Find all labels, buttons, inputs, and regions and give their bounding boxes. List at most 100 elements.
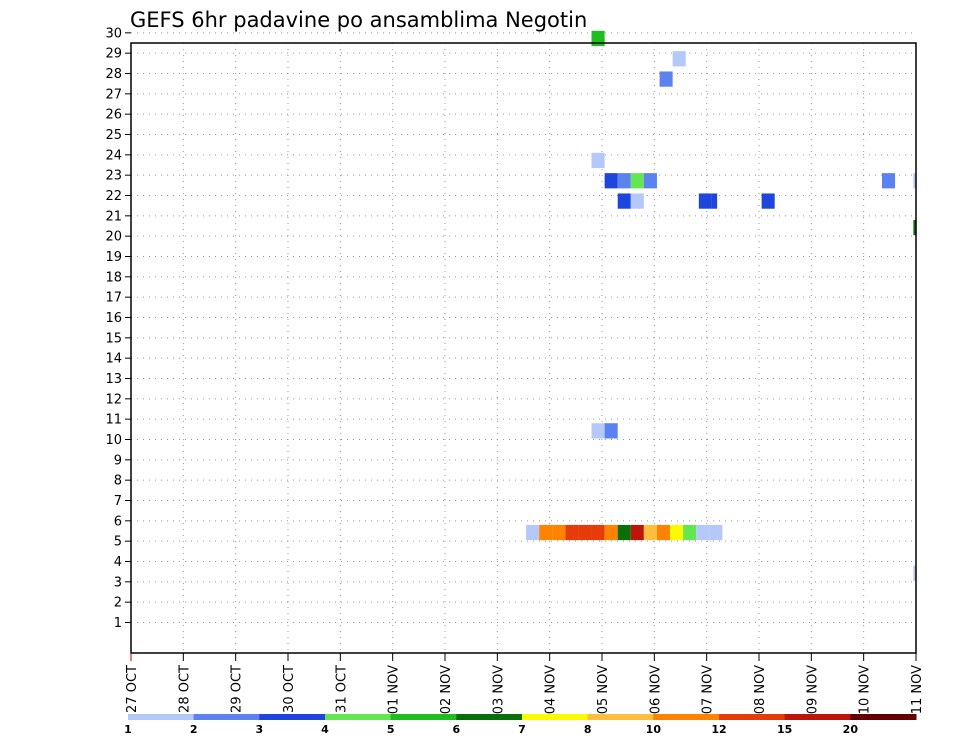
x-tick-label: 02 NOV bbox=[439, 665, 454, 714]
colorbar-label: 10 bbox=[646, 723, 662, 736]
x-tick-label: 10 NOV bbox=[858, 665, 873, 714]
y-tick-label: 9 bbox=[114, 453, 122, 468]
precip-cell bbox=[913, 565, 916, 581]
precip-cell bbox=[881, 173, 896, 189]
x-axis: 27 OCT 28 OCT 29 OCT 30 OCT 31 OCT 01 NOV 02 N… bbox=[125, 653, 925, 714]
y-tick-label: 15 bbox=[105, 331, 122, 346]
x-tick-label: 09 NOV bbox=[805, 665, 820, 714]
y-tick-label: 10 bbox=[105, 433, 122, 448]
y-tick-label: 16 bbox=[105, 311, 122, 326]
y-tick-label: 2 bbox=[114, 596, 122, 611]
x-tick-label: 27 OCT bbox=[125, 665, 140, 713]
colorbar-swatch bbox=[784, 714, 851, 720]
y-tick-label: 22 bbox=[105, 189, 122, 204]
colorbar-label: 6 bbox=[453, 723, 461, 736]
y-tick-label: 20 bbox=[105, 230, 122, 245]
precip-cell bbox=[617, 193, 631, 209]
y-tick-label: 12 bbox=[105, 392, 122, 407]
precipitation-cells bbox=[526, 30, 916, 581]
y-tick-label: 18 bbox=[105, 270, 122, 285]
precip-cell bbox=[672, 51, 686, 67]
colorbar-label: 20 bbox=[843, 723, 859, 736]
colorbar-swatch bbox=[850, 714, 917, 720]
grid-lines bbox=[130, 32, 917, 653]
y-tick-label: 26 bbox=[105, 108, 122, 123]
y-tick-label: 29 bbox=[105, 47, 122, 62]
y-tick-label: 23 bbox=[105, 169, 122, 184]
x-tick-label: 31 OCT bbox=[334, 665, 349, 713]
precip-cell bbox=[659, 71, 673, 87]
x-tick-label: 06 NOV bbox=[648, 665, 663, 714]
precip-cell bbox=[709, 524, 723, 541]
colorbar-label: 12 bbox=[711, 723, 726, 736]
precip-cell bbox=[539, 524, 553, 541]
x-tick-label: 30 OCT bbox=[282, 665, 297, 713]
colorbar-swatch bbox=[456, 714, 523, 720]
x-tick-label: 04 NOV bbox=[544, 665, 559, 714]
y-tick-label: 30 bbox=[105, 26, 122, 41]
colorbar-label: 15 bbox=[777, 723, 792, 736]
colorbar-label: 3 bbox=[256, 723, 264, 736]
precip-cell bbox=[526, 524, 540, 541]
precip-cell bbox=[643, 524, 657, 541]
colorbar-swatch bbox=[128, 714, 195, 720]
colorbar-swatch bbox=[390, 714, 457, 720]
precip-cell bbox=[670, 524, 684, 541]
precip-cell bbox=[578, 524, 592, 541]
y-tick-label: 11 bbox=[105, 413, 122, 428]
colorbar-swatch bbox=[193, 714, 260, 720]
colorbar-swatch bbox=[719, 714, 786, 720]
precip-cell bbox=[698, 193, 712, 209]
precip-cell bbox=[656, 524, 671, 541]
y-tick-label: 3 bbox=[114, 575, 122, 590]
precip-cell bbox=[565, 524, 579, 541]
precip-cell bbox=[913, 219, 916, 236]
colorbar-swatch bbox=[653, 714, 720, 720]
precip-cell bbox=[630, 193, 644, 209]
precip-cell bbox=[630, 524, 644, 541]
y-axis: 1234567891011121314151617181920212223242… bbox=[105, 26, 131, 631]
colorbar-label: 2 bbox=[190, 723, 198, 736]
precip-cell bbox=[591, 152, 605, 169]
colorbar-swatch bbox=[259, 714, 326, 720]
y-tick-label: 4 bbox=[114, 555, 122, 570]
precip-cell bbox=[683, 524, 697, 541]
colorbar-swatch bbox=[522, 714, 589, 720]
precip-cell bbox=[604, 524, 618, 541]
y-tick-label: 17 bbox=[105, 291, 122, 306]
x-tick-label: 29 OCT bbox=[230, 665, 245, 713]
colorbar-label: 4 bbox=[321, 723, 329, 736]
x-tick-label: 07 NOV bbox=[701, 665, 716, 714]
colorbar-label: 7 bbox=[518, 723, 526, 736]
precip-cell bbox=[617, 524, 631, 541]
chart-title: GEFS 6hr padavine po ansamblima Negotin bbox=[130, 8, 587, 32]
precip-cell bbox=[696, 524, 710, 541]
y-tick-label: 1 bbox=[114, 616, 122, 631]
precip-cell bbox=[604, 173, 618, 189]
y-tick-label: 6 bbox=[114, 514, 122, 529]
y-tick-label: 8 bbox=[114, 474, 122, 489]
x-tick-label: 05 NOV bbox=[596, 665, 611, 714]
x-tick-label: 28 OCT bbox=[177, 665, 192, 713]
colorbar-swatch bbox=[325, 714, 392, 720]
y-tick-label: 5 bbox=[114, 535, 122, 550]
x-tick-label: 08 NOV bbox=[753, 665, 768, 714]
precip-cell bbox=[630, 173, 644, 189]
y-tick-label: 27 bbox=[105, 87, 122, 102]
colorbar-label: 5 bbox=[387, 723, 395, 736]
y-tick-label: 7 bbox=[114, 494, 122, 509]
precip-cell bbox=[591, 30, 605, 47]
colorbar-swatch bbox=[587, 714, 654, 720]
y-tick-label: 25 bbox=[105, 128, 122, 143]
plot-frame bbox=[130, 42, 917, 654]
precip-cell bbox=[617, 173, 631, 189]
precip-cell bbox=[591, 524, 605, 541]
colorbar-label: 1 bbox=[124, 723, 132, 736]
precip-cell bbox=[604, 423, 618, 439]
y-tick-label: 13 bbox=[105, 372, 122, 387]
precip-cell bbox=[761, 193, 775, 209]
y-tick-label: 19 bbox=[105, 250, 122, 265]
colorbar: 1 2 3 4 5 6 7 8 10 12 15 20 bbox=[124, 714, 917, 736]
x-tick-label: 11 NOV bbox=[910, 665, 925, 714]
